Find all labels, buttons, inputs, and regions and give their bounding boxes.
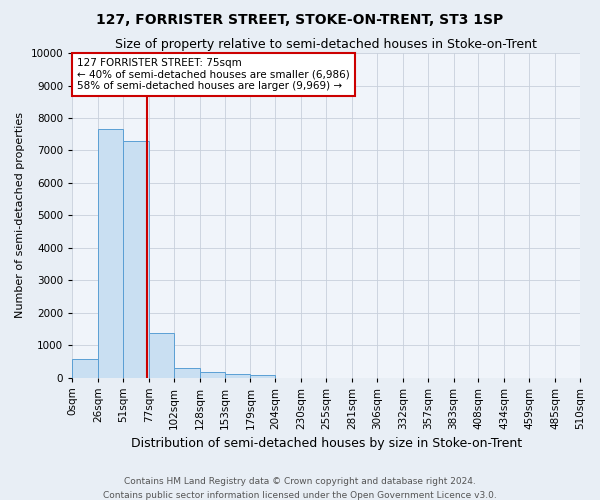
- Text: 127 FORRISTER STREET: 75sqm
← 40% of semi-detached houses are smaller (6,986)
58: 127 FORRISTER STREET: 75sqm ← 40% of sem…: [77, 58, 350, 91]
- Y-axis label: Number of semi-detached properties: Number of semi-detached properties: [15, 112, 25, 318]
- Text: Contains HM Land Registry data © Crown copyright and database right 2024.
Contai: Contains HM Land Registry data © Crown c…: [103, 478, 497, 500]
- Bar: [149, 334, 174, 378]
- Bar: [174, 368, 200, 378]
- Bar: [224, 374, 250, 378]
- X-axis label: Distribution of semi-detached houses by size in Stoke-on-Trent: Distribution of semi-detached houses by …: [131, 437, 521, 450]
- Bar: [72, 359, 98, 378]
- Bar: [123, 142, 149, 378]
- Title: Size of property relative to semi-detached houses in Stoke-on-Trent: Size of property relative to semi-detach…: [115, 38, 537, 51]
- Bar: [98, 130, 123, 378]
- Text: 127, FORRISTER STREET, STOKE-ON-TRENT, ST3 1SP: 127, FORRISTER STREET, STOKE-ON-TRENT, S…: [97, 12, 503, 26]
- Bar: [250, 375, 275, 378]
- Bar: [200, 372, 224, 378]
